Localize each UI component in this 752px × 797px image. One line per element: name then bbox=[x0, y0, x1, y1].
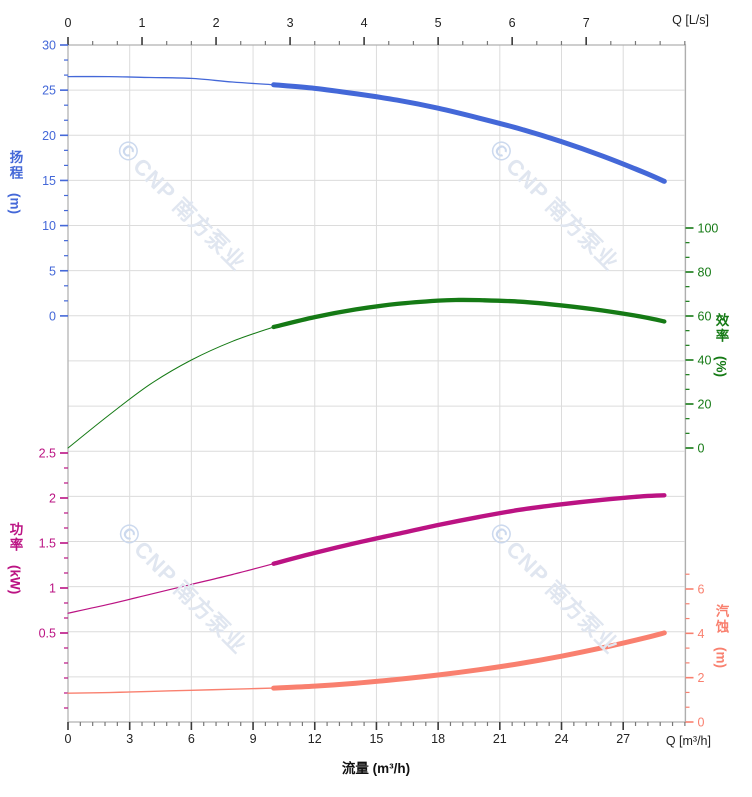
svg-text:0: 0 bbox=[49, 309, 56, 323]
efficiency-axis-title-text: 效率 bbox=[713, 313, 729, 344]
svg-text:4: 4 bbox=[361, 16, 368, 30]
grid bbox=[67, 44, 686, 723]
eff-curve-bold bbox=[271, 297, 667, 330]
svg-text:15: 15 bbox=[369, 732, 383, 746]
svg-text:10: 10 bbox=[42, 219, 56, 233]
svg-text:2: 2 bbox=[49, 492, 56, 506]
svg-text:3: 3 bbox=[126, 732, 133, 746]
svg-text:80: 80 bbox=[698, 266, 712, 280]
svg-text:1: 1 bbox=[139, 16, 146, 30]
svg-text:4: 4 bbox=[698, 627, 705, 641]
flow-axis-title: 流量 (m³/h) bbox=[341, 761, 411, 776]
svg-text:20: 20 bbox=[698, 398, 712, 412]
bottom-axis: 0 3 6 9 12 15 18 21 24 27 bbox=[65, 722, 686, 746]
head-curve bbox=[67, 75, 667, 184]
svg-text:0.5: 0.5 bbox=[39, 627, 56, 641]
svg-text:40: 40 bbox=[698, 354, 712, 368]
svg-text:0: 0 bbox=[698, 442, 705, 456]
svg-text:24: 24 bbox=[555, 732, 569, 746]
svg-text:20: 20 bbox=[42, 129, 56, 143]
svg-text:21: 21 bbox=[493, 732, 507, 746]
svg-text:2: 2 bbox=[698, 671, 705, 685]
npsh-axis-title: 汽蚀 (m) bbox=[713, 604, 729, 668]
power-curve-bold bbox=[271, 493, 667, 566]
npsh-axis: 6 4 2 0 bbox=[685, 573, 705, 730]
eff-curve-thin bbox=[67, 326, 275, 449]
head-axis-unit: (m) bbox=[7, 192, 23, 214]
svg-text:0: 0 bbox=[65, 732, 72, 746]
npsh-curve-bold bbox=[271, 630, 667, 691]
bottom-axis-unit-label: Q [m³/h] bbox=[665, 734, 711, 748]
svg-text:27: 27 bbox=[616, 732, 630, 746]
svg-text:6: 6 bbox=[188, 732, 195, 746]
svg-text:15: 15 bbox=[42, 174, 56, 188]
head-curve-bold bbox=[271, 82, 667, 184]
svg-text:3: 3 bbox=[287, 16, 294, 30]
svg-text:0: 0 bbox=[698, 716, 705, 730]
svg-text:18: 18 bbox=[431, 732, 445, 746]
svg-text:6: 6 bbox=[509, 16, 516, 30]
head-axis-title: 扬程 (m) bbox=[7, 150, 23, 214]
svg-text:2: 2 bbox=[213, 16, 220, 30]
svg-text:5: 5 bbox=[435, 16, 442, 30]
efficiency-axis-title: 效率 (%) bbox=[713, 313, 729, 377]
top-axis: 0 1 2 3 4 5 6 7 bbox=[65, 16, 686, 45]
power-axis-title: 功率 (kW) bbox=[7, 522, 23, 595]
efficiency-axis-unit: (%) bbox=[713, 355, 729, 377]
svg-text:9: 9 bbox=[250, 732, 257, 746]
svg-text:0: 0 bbox=[65, 16, 72, 30]
svg-text:1: 1 bbox=[49, 582, 56, 596]
head-axis-title-text: 扬程 bbox=[7, 150, 23, 181]
eff-curve bbox=[67, 297, 667, 449]
eff-axis: 100 80 60 40 20 0 bbox=[685, 222, 719, 456]
svg-text:60: 60 bbox=[698, 310, 712, 324]
npsh-axis-unit: (m) bbox=[713, 646, 729, 668]
power-curve bbox=[67, 493, 667, 614]
svg-text:1.5: 1.5 bbox=[39, 537, 56, 551]
head-axis: 30 25 20 15 10 5 0 bbox=[42, 39, 68, 323]
head-curve-thin bbox=[67, 75, 275, 86]
power-axis-unit: (kW) bbox=[7, 564, 23, 595]
npsh-curve-thin bbox=[67, 687, 275, 694]
svg-text:7: 7 bbox=[583, 16, 590, 30]
svg-text:6: 6 bbox=[698, 583, 705, 597]
power-curve-thin bbox=[67, 563, 275, 614]
npsh-axis-title-text: 汽蚀 bbox=[713, 604, 729, 635]
power-axis: 2.5 2 1.5 1 0.5 bbox=[39, 447, 68, 709]
svg-text:30: 30 bbox=[42, 39, 56, 53]
svg-text:12: 12 bbox=[308, 732, 322, 746]
svg-text:25: 25 bbox=[42, 84, 56, 98]
svg-text:5: 5 bbox=[49, 264, 56, 278]
power-axis-title-text: 功率 bbox=[7, 522, 23, 553]
svg-text:2.5: 2.5 bbox=[39, 447, 56, 461]
npsh-curve bbox=[67, 630, 667, 694]
top-axis-unit-label: Q [L/s] bbox=[672, 13, 709, 27]
svg-text:100: 100 bbox=[698, 222, 719, 236]
